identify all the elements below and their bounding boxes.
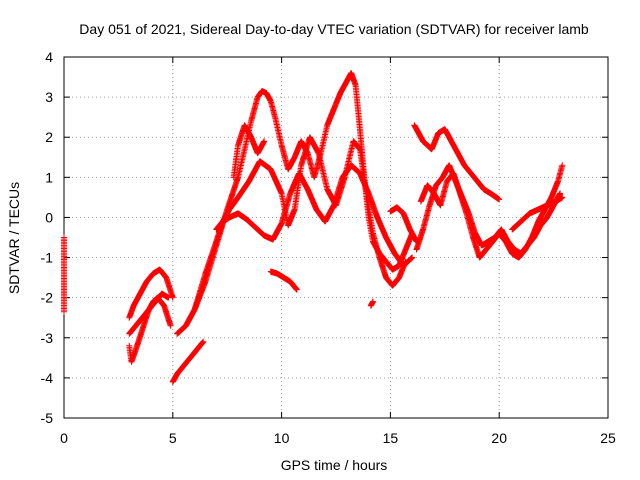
data-point [409, 254, 416, 261]
series-arc-k [367, 298, 376, 309]
data-point [261, 138, 268, 145]
x-tick-label: 0 [60, 430, 68, 446]
y-axis-label: SDTVAR / TECUs [6, 182, 22, 294]
x-tick-label: 10 [274, 430, 290, 446]
data-point [369, 298, 376, 305]
y-tick-label: -4 [41, 370, 54, 386]
series-arc-c [126, 266, 176, 321]
data-point [200, 338, 207, 345]
series-arc-d [126, 290, 172, 337]
chart-title: Day 051 of 2021, Sidereal Day-to-day VTE… [79, 21, 589, 37]
data-point [559, 162, 566, 169]
axis-ticks: 0 5 10 15 20 25 -5 -4 -3 -2 -1 0 1 2 3 4 [41, 49, 616, 446]
y-tick-label: -5 [41, 410, 54, 426]
data-point [165, 294, 172, 301]
y-tick-label: 3 [45, 89, 53, 105]
y-tick-label: 1 [45, 169, 53, 185]
series-arc-e [169, 338, 207, 385]
data-point [293, 286, 300, 293]
y-tick-label: 0 [45, 209, 53, 225]
x-tick-label: 15 [383, 430, 399, 446]
data-marks [61, 70, 566, 385]
y-tick-label: -1 [41, 250, 54, 266]
x-tick-label: 20 [491, 430, 507, 446]
x-tick-label: 5 [169, 430, 177, 446]
y-tick-label: -3 [41, 330, 54, 346]
series-arc-i [230, 122, 268, 181]
data-point [61, 308, 67, 315]
data-point [167, 322, 174, 329]
series-arc-l [387, 204, 420, 245]
x-tick-label: 25 [600, 430, 616, 446]
y-tick-label: 2 [45, 129, 53, 145]
series-arc-a [61, 234, 67, 315]
y-tick-label: 4 [45, 49, 53, 65]
x-axis-label: GPS time / hours [281, 457, 388, 473]
series-arc-m [411, 122, 503, 203]
series-arc-j [267, 268, 300, 293]
series-arc-h [213, 162, 416, 269]
y-tick-label: -2 [41, 290, 54, 306]
